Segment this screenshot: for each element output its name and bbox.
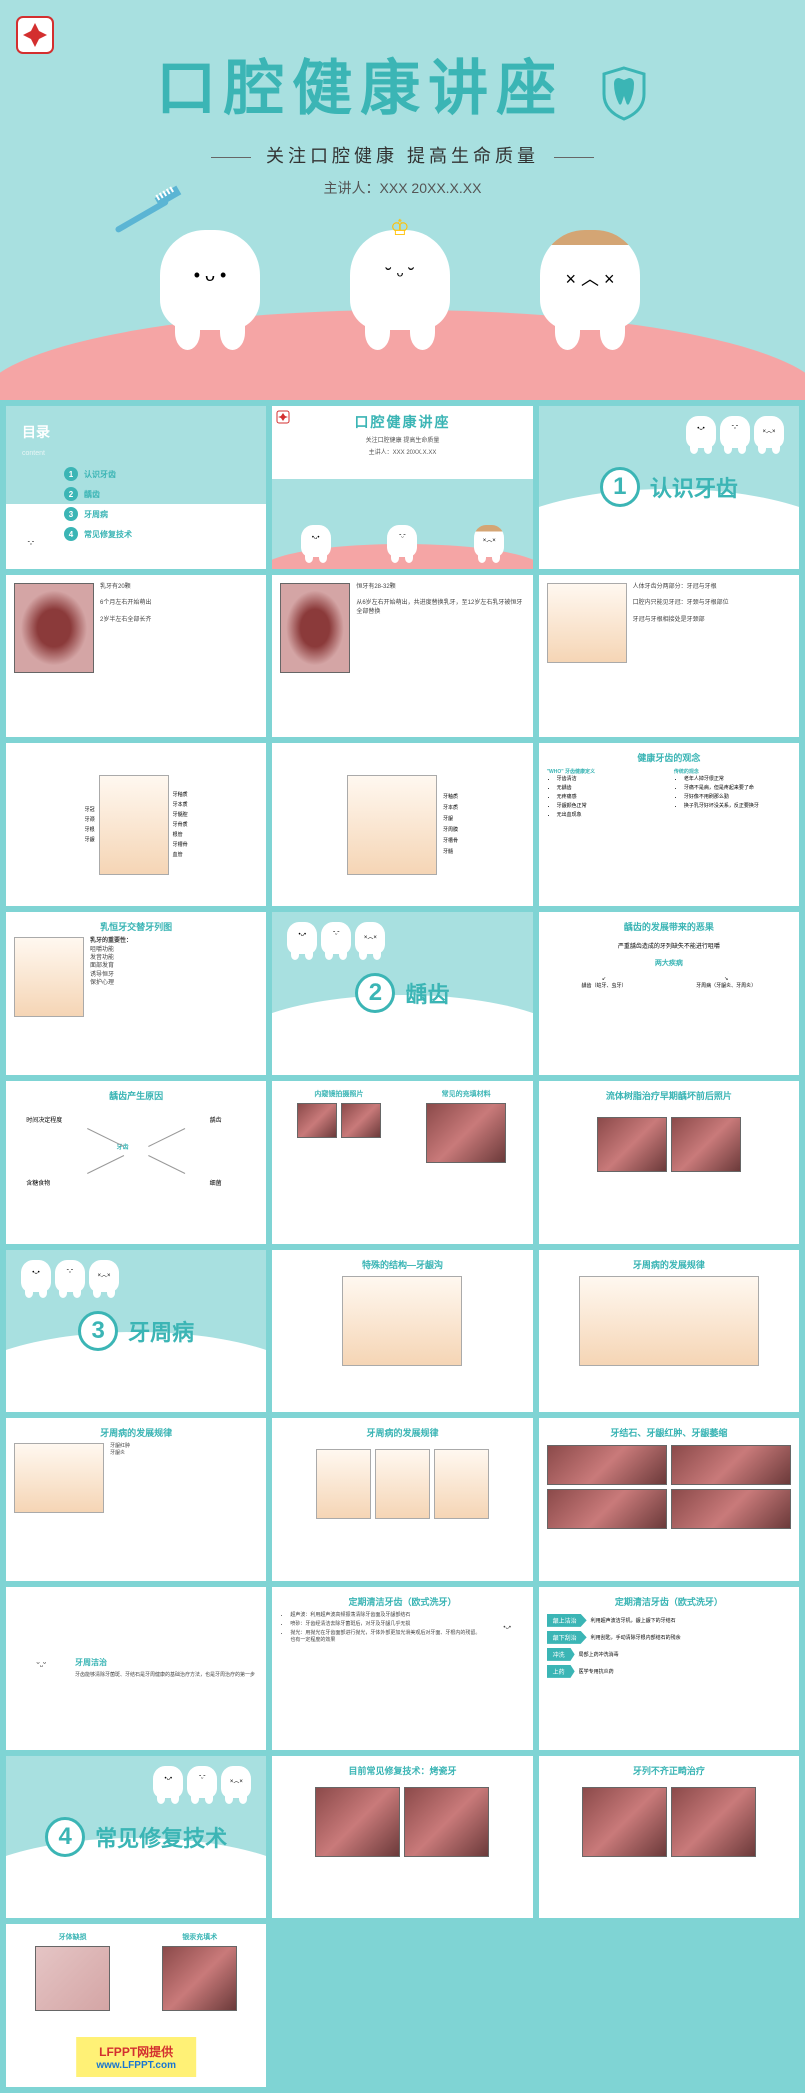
section-title: 龋齿 <box>405 977 449 1009</box>
perio-diagram <box>375 1449 430 1519</box>
gum-diagram <box>14 1443 104 1513</box>
mouth-diagram <box>280 583 350 673</box>
clinical-photo <box>671 1117 741 1172</box>
mini-tooth-icon: ˘ᵕ˘ <box>16 532 46 564</box>
perio-progression-diagram <box>579 1276 759 1366</box>
hero-slide: 口腔健康讲座 关注口腔健康 提高生命质量 主讲人：XXX 20XX.X.XX •… <box>0 0 805 400</box>
hero-title: 口腔健康讲座 <box>20 40 785 127</box>
slide-grid: 目录 content 1认识牙齿 2龋齿 3牙周病 4常见修复技术 ˘ᵕ˘ 口腔… <box>0 400 805 2093</box>
clinical-photo <box>35 1946 110 2011</box>
section-4-slide: •ᴗ• ˘ᵕ˘ ×︿× 4 常见修复技术 <box>6 1756 266 1919</box>
clinical-photo <box>671 1445 791 1485</box>
clinical-photo <box>297 1103 337 1138</box>
section-title: 牙周病 <box>128 1315 194 1347</box>
tooth-cartoon-crown: ♔˘ ᵕ ˘ <box>340 230 460 360</box>
clinical-photo <box>547 1489 667 1529</box>
defect-slide: 牙体缺损 银汞充填术 LFPPT网提供 www.LFPPT.com <box>6 1924 266 2087</box>
mini-hero-subtitle: 关注口腔健康 提高生命质量 <box>278 435 526 444</box>
toc-item: 3牙周病 <box>64 507 258 521</box>
section-number: 1 <box>600 467 640 507</box>
tooth-parts-slide: 人体牙齿分两部分：牙冠与牙根 口腔内只能见牙冠：牙颈与牙根部位 牙冠与牙根相接处… <box>539 575 799 738</box>
medical-cross-logo <box>276 410 290 424</box>
empty-slide <box>272 1924 532 2087</box>
clinical-photo <box>315 1787 400 1857</box>
caries-cause-slide: 龋齿产生原因 牙齿 时间决定程度 龋齿 含糖食物 细菌 <box>6 1081 266 1244</box>
section-title: 认识牙齿 <box>650 471 738 503</box>
gingival-sulcus-slide: 特殊的结构—牙龈沟 <box>272 1250 532 1413</box>
section-title: 常见修复技术 <box>95 1821 227 1853</box>
health-concept-slide: 健康牙齿的观念 "WHO" 牙齿健康定义 牙齿清洁 无龋齿 无疼痛感 牙龈颜色正… <box>539 743 799 906</box>
clinical-photo <box>671 1787 756 1857</box>
clinical-photo <box>426 1103 506 1163</box>
gingival-diagram <box>342 1276 462 1366</box>
tooth-cartoon-icon: •ᴗ• <box>490 1612 525 1650</box>
medical-cross-logo <box>15 15 55 55</box>
clinical-photo <box>341 1103 381 1138</box>
perio-stages-slide-2: 牙周病的发展规律 <box>272 1418 532 1581</box>
caries-photos-slide: 内窥镜拍摄照片 常见的充填材料 <box>272 1081 532 1244</box>
mouth-diagram <box>14 583 94 673</box>
jaw-diagram <box>547 583 627 663</box>
cleaning-slide-2: 定期清洁牙齿（欧式洗牙） 龈上洁治利用超声波洁牙机，龈上龈下的牙结石 龈下刮治利… <box>539 1587 799 1750</box>
clinical-photo <box>582 1787 667 1857</box>
milk-perm-slide: 乳恒牙交替牙列图 乳牙的重要性： 咀嚼功能 发音功能 面部发育 诱导恒牙 保护心… <box>6 912 266 1075</box>
toc-subtitle: content <box>22 450 258 457</box>
caries-result-slide: 龋齿的发展带来的恶果 严重龋齿造成的牙列缺失不能进行咀嚼 两大疾病 ↙龋齿（蛀牙… <box>539 912 799 1075</box>
toc-slide: 目录 content 1认识牙齿 2龋齿 3牙周病 4常见修复技术 ˘ᵕ˘ <box>6 406 266 569</box>
scaling-slide: ˘ᵕ˘ 牙周洁治 牙齿能够清除牙菌斑、牙结石是牙周健康的基础治疗方法，也是牙周治… <box>6 1587 266 1750</box>
toc-item: 1认识牙齿 <box>64 467 258 481</box>
section-2-slide: •ᴗ• ˘ᵕ˘ ×︿× 2 龋齿 <box>272 912 532 1075</box>
mini-hero-slide: 口腔健康讲座 关注口腔健康 提高生命质量 主讲人：XXX 20XX.X.XX •… <box>272 406 532 569</box>
clinical-photo <box>671 1489 791 1529</box>
perm-teeth-slide: 恒牙有28-32颗 从6岁左右开始萌出，共进度替换乳牙，至12岁左右乳牙被恒牙全… <box>272 575 532 738</box>
toc-item: 4常见修复技术 <box>64 527 258 541</box>
section-1-slide: •ᴗ• ˘ᵕ˘ ×︿× 1 认识牙齿 <box>539 406 799 569</box>
perio-diagram <box>316 1449 371 1519</box>
section-number: 3 <box>78 1311 118 1351</box>
tooth-cartoon-happy: • ᴗ • <box>150 230 270 360</box>
dentition-diagram <box>14 937 84 1017</box>
tooth-shield-icon <box>599 66 649 121</box>
tooth-cartoon-sad: × ︿ × <box>530 230 650 360</box>
anatomy-slide-2: 牙釉质 牙本质 牙龈 牙周膜 牙槽骨 牙髓 <box>272 743 532 906</box>
tooth-cartoon-icon: ˘ᵕ˘ <box>19 1644 64 1692</box>
clinical-photo <box>404 1787 489 1857</box>
perio-diagram <box>434 1449 489 1519</box>
clinical-photo <box>547 1445 667 1485</box>
resin-photos-slide: 流体树脂治疗早期龋坏前后照片 <box>539 1081 799 1244</box>
milk-teeth-slide: 乳牙有20颗 6个月左右开始萌出 2岁半左右全部长齐 <box>6 575 266 738</box>
tooth-anatomy-diagram <box>99 775 169 875</box>
toc-title: 目录 <box>22 424 50 440</box>
cleaning-slide-1: 定期清洁牙齿（欧式洗牙） 超声波：利用超声波高频振荡清除牙齿面及牙龈部结石 喷砂… <box>272 1587 532 1750</box>
anatomy-slide-1: 牙冠 牙颈 牙根 牙龈 牙釉质 牙本质 牙髓腔 牙骨质 根管 牙槽骨 血管 <box>6 743 266 906</box>
perio-stages-slide-1: 牙周病的发展规律 牙龈红肿 牙龈炎 <box>6 1418 266 1581</box>
tooth-cross-section <box>347 775 437 875</box>
clinical-photo <box>597 1117 667 1172</box>
porcelain-slide: 目前常见修复技术：烤瓷牙 <box>272 1756 532 1919</box>
clinical-photo <box>162 1946 237 2011</box>
mini-hero-title: 口腔健康讲座 <box>278 412 526 432</box>
ortho-slide: 牙列不齐正畸治疗 <box>539 1756 799 1919</box>
footer-banner: LFPPT网提供 www.LFPPT.com <box>76 2037 196 2077</box>
hero-presenter: 主讲人：XXX 20XX.X.XX <box>20 178 785 198</box>
section-number: 4 <box>45 1817 85 1857</box>
section-3-slide: •ᴗ• ˘ᵕ˘ ×︿× 3 牙周病 <box>6 1250 266 1413</box>
perio-dev-slide: 牙周病的发展规律 <box>539 1250 799 1413</box>
empty-slide <box>539 1924 799 2087</box>
hero-subtitle: 关注口腔健康 提高生命质量 <box>20 142 785 168</box>
toc-item: 2龋齿 <box>64 487 258 501</box>
calculus-slide: 牙结石、牙龈红肿、牙龈萎缩 <box>539 1418 799 1581</box>
